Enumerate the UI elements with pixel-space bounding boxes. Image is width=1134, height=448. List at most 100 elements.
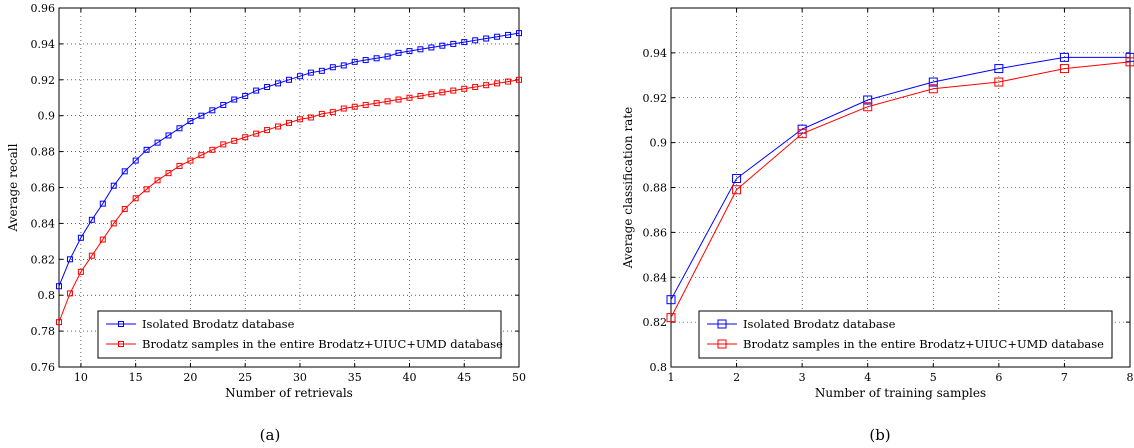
data-point xyxy=(77,234,84,241)
data-point xyxy=(351,58,358,65)
data-point xyxy=(472,37,479,44)
y-tick-label: 0.94 xyxy=(643,47,668,60)
data-point xyxy=(176,162,183,169)
y-tick-label: 0.82 xyxy=(643,316,668,329)
data-point xyxy=(928,84,938,94)
data-point xyxy=(797,129,807,139)
data-point xyxy=(428,44,435,51)
data-point xyxy=(307,69,314,76)
data-point xyxy=(928,77,938,87)
legend-box xyxy=(698,310,1113,359)
data-point xyxy=(286,76,292,83)
data-point xyxy=(384,98,391,105)
data-point xyxy=(307,114,314,121)
data-point xyxy=(88,252,95,259)
x-tick-label: 3 xyxy=(799,371,806,384)
data-point xyxy=(666,295,676,305)
data-point xyxy=(88,216,95,223)
data-point xyxy=(483,35,490,42)
data-point xyxy=(66,290,73,297)
chart-caption: (b) xyxy=(869,426,890,444)
data-point xyxy=(732,174,742,184)
data-point xyxy=(450,40,457,47)
data-point xyxy=(242,134,249,141)
data-point xyxy=(209,107,216,114)
legend-box xyxy=(97,310,502,359)
series-line-2 xyxy=(670,61,1131,318)
data-point xyxy=(516,30,522,37)
x-tick-label: 25 xyxy=(238,371,252,384)
chart-b: 1 2 3 4 5 6 7 8 0.8 0.82 0.84 0.86 0.88 0.9 0.92 0.94 Nu… xyxy=(621,7,1134,444)
y-tick-label: 0.78 xyxy=(31,325,56,338)
data-point xyxy=(132,195,139,202)
data-point xyxy=(494,33,501,40)
legend-swatch-marker xyxy=(717,339,727,349)
x-axis-label: Number of retrievals xyxy=(225,386,353,400)
data-point xyxy=(56,319,62,326)
data-point xyxy=(56,283,62,290)
y-tick-label: 0.86 xyxy=(643,226,668,239)
data-point xyxy=(439,89,446,96)
data-point xyxy=(77,268,84,275)
data-point xyxy=(198,152,205,159)
y-tick-label: 0.82 xyxy=(31,253,56,266)
y-tick-label: 0.84 xyxy=(31,217,56,230)
data-point xyxy=(110,182,117,189)
data-point xyxy=(406,94,413,101)
data-point xyxy=(66,256,73,263)
data-point xyxy=(1059,52,1069,62)
y-tick-label: 0.8 xyxy=(38,289,56,302)
y-tick-label: 0.76 xyxy=(31,361,56,374)
x-tick-label: 10 xyxy=(74,371,88,384)
data-point xyxy=(340,62,347,69)
data-point xyxy=(99,236,106,243)
data-point xyxy=(198,112,205,119)
data-point xyxy=(417,92,424,99)
data-point xyxy=(318,110,325,117)
data-point xyxy=(395,96,402,103)
x-tick-label: 5 xyxy=(930,371,937,384)
y-tick-label: 0.96 xyxy=(31,2,56,15)
data-point xyxy=(450,87,457,94)
data-point xyxy=(395,49,402,56)
data-point xyxy=(666,313,676,323)
data-point xyxy=(296,73,303,80)
data-point xyxy=(428,91,435,98)
data-point xyxy=(318,67,325,74)
data-point xyxy=(329,109,336,116)
chart-caption: (a) xyxy=(260,426,281,444)
data-point xyxy=(994,64,1004,74)
y-tick-label: 0.9 xyxy=(650,137,668,150)
data-point xyxy=(220,101,227,108)
legend-label: Isolated Brodatz database xyxy=(142,317,295,331)
data-point xyxy=(231,96,238,103)
data-point xyxy=(231,137,238,144)
data-point xyxy=(253,130,260,137)
legend-swatch-marker xyxy=(717,319,727,329)
data-point xyxy=(340,105,347,112)
data-point xyxy=(732,185,742,195)
data-point xyxy=(264,83,271,90)
legend-swatch-marker xyxy=(118,321,124,327)
data-point xyxy=(1125,57,1134,67)
y-tick-label: 0.88 xyxy=(31,146,56,159)
x-axis-label: Number of training samples xyxy=(815,386,986,400)
legend-swatch-marker xyxy=(118,341,124,347)
data-point xyxy=(264,127,271,134)
y-tick-label: 0.9 xyxy=(38,110,56,123)
data-point xyxy=(472,83,479,90)
x-tick-label: 50 xyxy=(512,371,526,384)
data-point xyxy=(143,146,150,153)
x-tick-label: 15 xyxy=(129,371,143,384)
data-point xyxy=(373,100,380,107)
x-tick-label: 6 xyxy=(995,371,1002,384)
legend-label: Brodatz samples in the entire Brodatz+UI… xyxy=(142,337,503,351)
data-point xyxy=(483,82,490,89)
data-point xyxy=(439,42,446,49)
y-tick-label: 0.92 xyxy=(643,92,668,105)
data-point xyxy=(99,200,106,207)
data-point xyxy=(110,220,117,227)
data-point xyxy=(187,157,194,164)
data-point xyxy=(461,85,468,92)
